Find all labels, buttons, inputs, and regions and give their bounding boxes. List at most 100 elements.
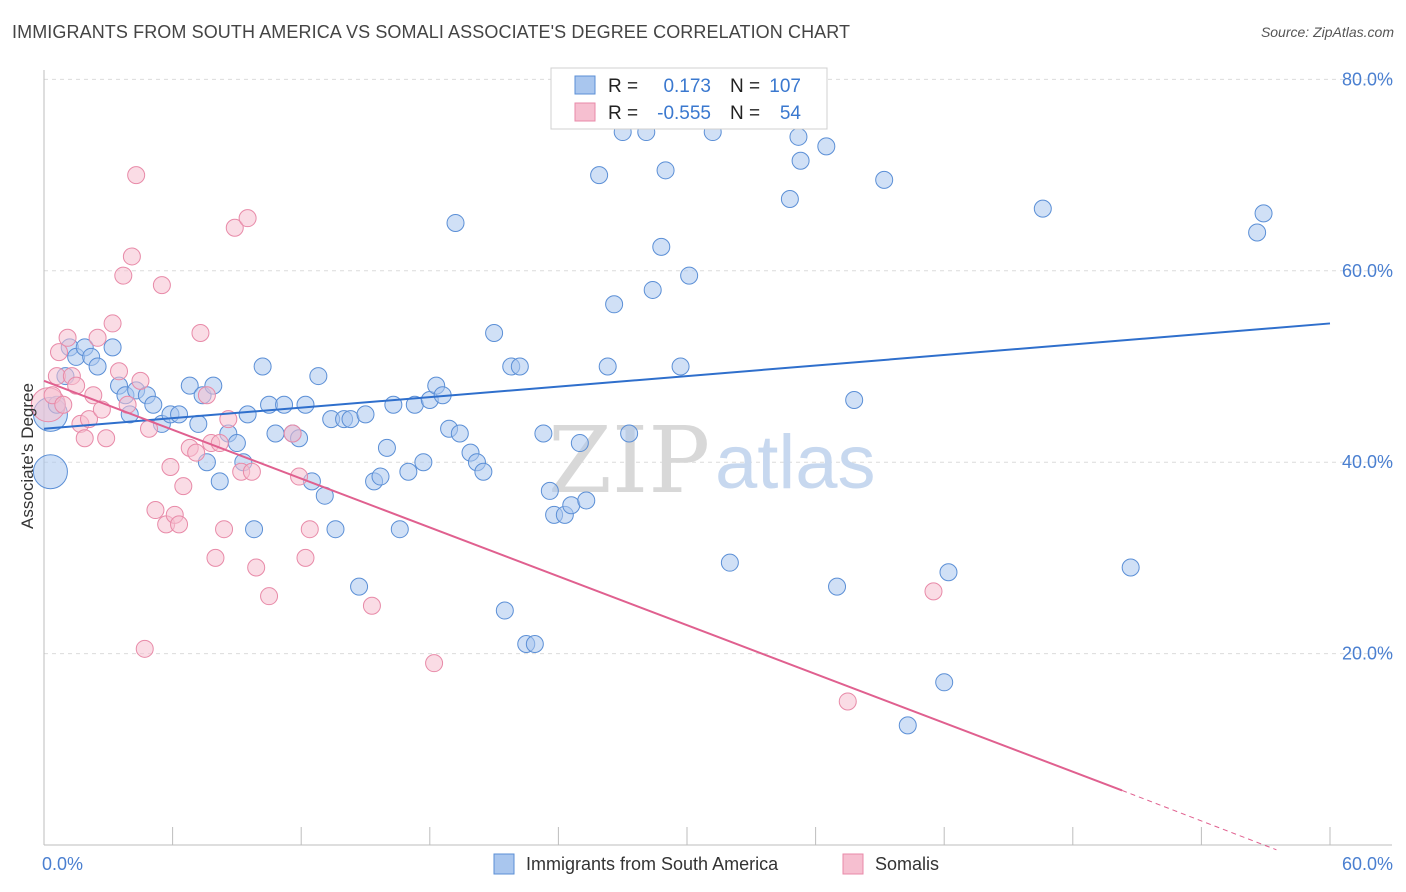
somalis-point-52 [838,692,857,711]
series-immigrants-points [32,123,1273,735]
immigrants-point-64 [495,601,514,620]
somalis-point-21 [131,371,150,390]
somalis-point-29 [170,515,189,534]
immigrants-point-82 [643,280,662,299]
somalis-point-33 [191,324,210,343]
somalis-point-22 [135,639,154,658]
somalis-point-46 [283,424,302,443]
legend-immigrants-swatch [493,853,515,875]
somalis-point-47 [290,467,309,486]
stats-pink-swatch [574,102,596,122]
immigrants-point-69 [534,424,553,443]
somalis-point-25 [152,276,171,295]
immigrants-point-83 [652,237,671,256]
immigrants-point-68 [525,635,544,654]
somalis-point-42 [238,209,257,228]
immigrants-point-92 [817,137,836,156]
immigrants-point-66 [510,357,529,376]
somalis-point-16 [110,362,129,381]
series-somalis-points [30,166,943,711]
somalis-point-15 [103,314,122,333]
immigrants-point-78 [605,295,624,314]
immigrants-point-58 [446,213,465,232]
stats-blue-r-label: R = [608,76,638,97]
immigrants-point-30 [253,357,272,376]
immigrants-point-97 [935,673,954,692]
immigrants-point-36 [296,395,315,414]
stats-blue-r-value: 0.173 [663,76,711,97]
somalis-point-20 [127,166,146,185]
immigrants-point-99 [1033,199,1052,218]
immigrants-point-86 [680,266,699,285]
immigrants-point-70 [540,481,559,500]
immigrants-point-8 [88,357,107,376]
legend-somalis-swatch [842,853,864,875]
immigrants-point-75 [577,491,596,510]
immigrants-point-20 [189,414,208,433]
immigrants-point-45 [356,405,375,424]
immigrants-point-33 [275,395,294,414]
somalis-point-10 [80,410,99,429]
somalis-point-30 [174,477,193,496]
immigrants-point-95 [875,170,894,189]
immigrants-point-85 [671,357,690,376]
immigrants-point-51 [399,462,418,481]
immigrants-point-93 [828,577,847,596]
y-tick-label-2: 60.0% [1342,261,1393,281]
immigrants-point-91 [791,151,810,170]
y-axis-label: Associate's Degree [18,383,37,529]
immigrants-point-44 [350,577,369,596]
immigrants-point-50 [390,520,409,539]
stats-legend-box: R = 0.173 N = 107 R = -0.555 N = 54 [550,67,828,130]
somalis-point-50 [362,596,381,615]
stats-pink-n-label: N = [730,103,760,124]
immigrants-point-63 [485,324,504,343]
somalis-point-53 [924,582,943,601]
immigrants-point-73 [562,496,581,515]
somalis-point-43 [242,462,261,481]
legend-immigrants-label: Immigrants from South America [526,854,779,874]
immigrants-point-98 [939,563,958,582]
immigrants-point-80 [620,424,639,443]
somalis-point-7 [67,376,86,395]
immigrants-point-101 [1248,223,1267,242]
somalis-point-49 [300,520,319,539]
immigrants-point-53 [414,453,433,472]
somalis-point-51 [425,654,444,673]
somalis-trend-extension [1121,789,1277,851]
grid-lines [44,78,1392,655]
somalis-point-44 [247,558,266,577]
immigrants-point-26 [227,434,246,453]
somalis-point-11 [84,386,103,405]
somalis-point-48 [296,548,315,567]
stats-pink-r-label: R = [608,103,638,124]
bottom-legend: Immigrants from South America Somalis [493,853,939,875]
legend-somalis-label: Somalis [875,854,939,874]
immigrants-point-77 [598,357,617,376]
immigrants-point-84 [656,161,675,180]
somalis-point-9 [75,429,94,448]
immigrants-trend-line [43,322,1331,430]
somalis-point-14 [97,429,116,448]
somalis-point-24 [146,501,165,520]
source-label: Source: ZipAtlas.com [1260,24,1394,40]
somalis-point-5 [58,328,77,347]
immigrants-point-38 [309,367,328,386]
somalis-point-40 [225,218,244,237]
somalis-point-19 [122,247,141,266]
somalis-point-2 [47,367,66,386]
immigrants-point-43 [341,410,360,429]
stats-blue-n-value: 107 [769,76,801,97]
watermark-atlas: atlas [715,420,876,505]
somalis-point-37 [210,434,229,453]
immigrants-point-89 [780,190,799,209]
chart-title: IMMIGRANTS FROM SOUTH AMERICA VS SOMALI … [12,22,851,42]
immigrants-point-62 [474,462,493,481]
somalis-point-38 [215,520,234,539]
immigrants-point-102 [1254,204,1273,223]
immigrants-point-47 [371,467,390,486]
immigrants-point-15 [144,395,163,414]
immigrants-point-90 [789,127,808,146]
somalis-point-32 [187,443,206,462]
